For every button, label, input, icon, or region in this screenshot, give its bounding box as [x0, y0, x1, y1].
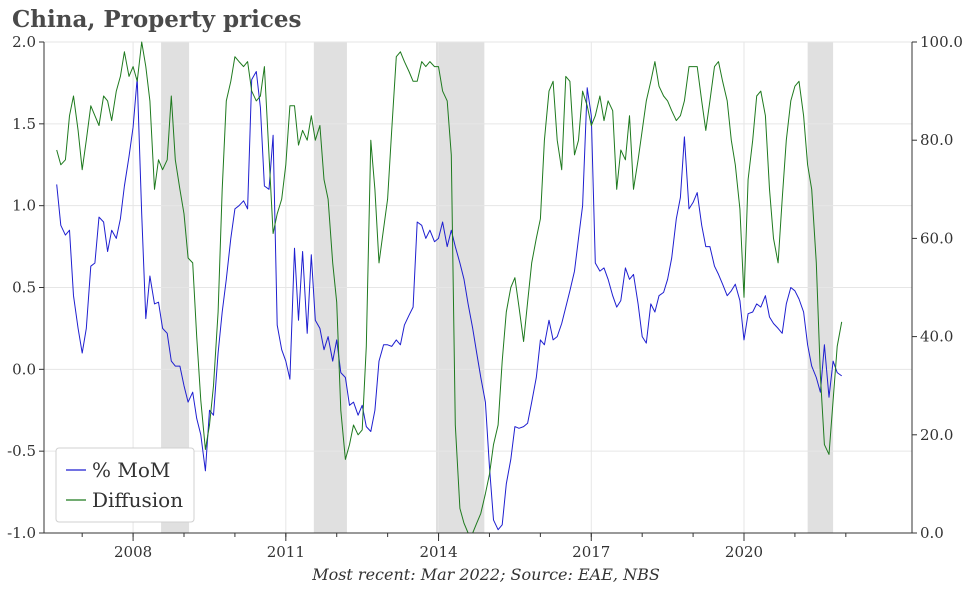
series-line-mom [56, 71, 842, 531]
left-tick-label: 2.0 [12, 33, 36, 51]
x-tick-label: 2008 [114, 543, 152, 561]
x-tick-label: 2017 [572, 543, 610, 561]
left-tick-label: -0.5 [7, 442, 36, 460]
legend-box [55, 447, 195, 523]
right-tick-label: 20.0 [920, 426, 953, 444]
left-tick-label: 1.5 [12, 115, 36, 133]
right-tick-label: 80.0 [920, 131, 953, 149]
right-tick-label: 0.0 [920, 524, 944, 542]
right-tick-label: 40.0 [920, 328, 953, 346]
x-tick-label: 2014 [419, 543, 457, 561]
source-caption: Most recent: Mar 2022; Source: EAE, NBS [312, 565, 660, 584]
legend-label: % MoM [92, 458, 170, 482]
series-lines [56, 41, 843, 534]
left-tick-label: 1.0 [12, 197, 36, 215]
legend-label: Diffusion [92, 488, 183, 512]
legend: % MoM Diffusion [55, 447, 195, 523]
series-line-diffusion [56, 41, 843, 534]
axes: -1.0 -0.5 0.0 0.5 1.0 1.5 2.0 0.0 20.0 40.0 60.0 80… [7, 33, 963, 561]
left-tick-label: -1.0 [7, 524, 36, 542]
left-tick-label: 0.0 [12, 360, 36, 378]
chart-title: China, Property prices [12, 6, 302, 33]
right-tick-label: 100.0 [920, 33, 963, 51]
x-tick-label: 2011 [267, 543, 305, 561]
right-tick-label: 60.0 [920, 229, 953, 247]
x-tick-label: 2020 [725, 543, 763, 561]
left-tick-label: 0.5 [12, 279, 36, 297]
